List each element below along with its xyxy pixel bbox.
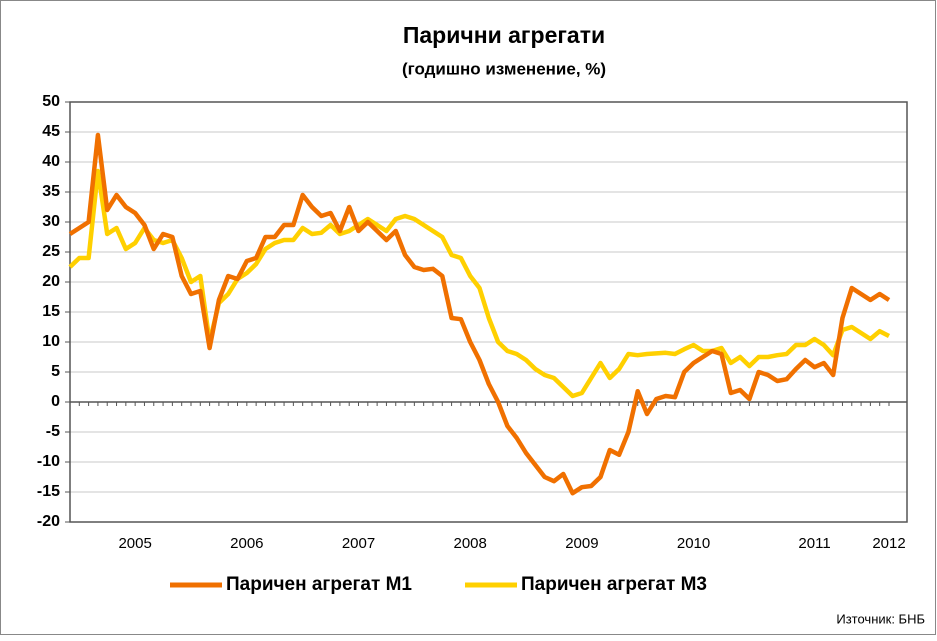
x-tick-label: 2012	[872, 535, 905, 552]
x-tick-label: 2006	[230, 535, 263, 552]
y-tick-label: 5	[51, 363, 60, 380]
y-tick-label: 45	[42, 123, 60, 140]
chart-title: Парични агрегати	[403, 22, 605, 48]
y-tick-label: 30	[42, 213, 60, 230]
y-tick-label: 20	[42, 273, 60, 290]
x-tick-label: 2008	[454, 535, 487, 552]
x-tick-label: 2007	[342, 535, 375, 552]
y-tick-label: 35	[42, 183, 60, 200]
legend-label: Паричен агрегат М1	[226, 574, 412, 595]
x-tick-label: 2005	[118, 535, 151, 552]
y-tick-label: -20	[37, 513, 60, 530]
y-tick-label: -15	[37, 483, 60, 500]
chart-subtitle: (годишно изменение, %)	[402, 59, 606, 78]
plot-border	[69, 101, 908, 523]
y-tick-label: 25	[42, 243, 60, 260]
y-tick-label: 15	[42, 303, 60, 320]
y-tick-label: -10	[37, 453, 60, 470]
y-tick-label: -5	[46, 423, 60, 440]
x-tick-label: 2009	[565, 535, 598, 552]
x-tick-label: 2011	[798, 535, 830, 552]
y-tick-label: 40	[42, 153, 60, 170]
y-tick-label: 0	[51, 393, 60, 410]
x-tick-label: 2010	[677, 535, 710, 552]
data-line	[68, 132, 891, 496]
y-tick-label: 50	[42, 93, 60, 110]
source-note: Източник: БНБ	[836, 611, 925, 626]
y-tick-label: 10	[42, 333, 60, 350]
legend-label: Паричен агрегат М3	[521, 574, 707, 595]
